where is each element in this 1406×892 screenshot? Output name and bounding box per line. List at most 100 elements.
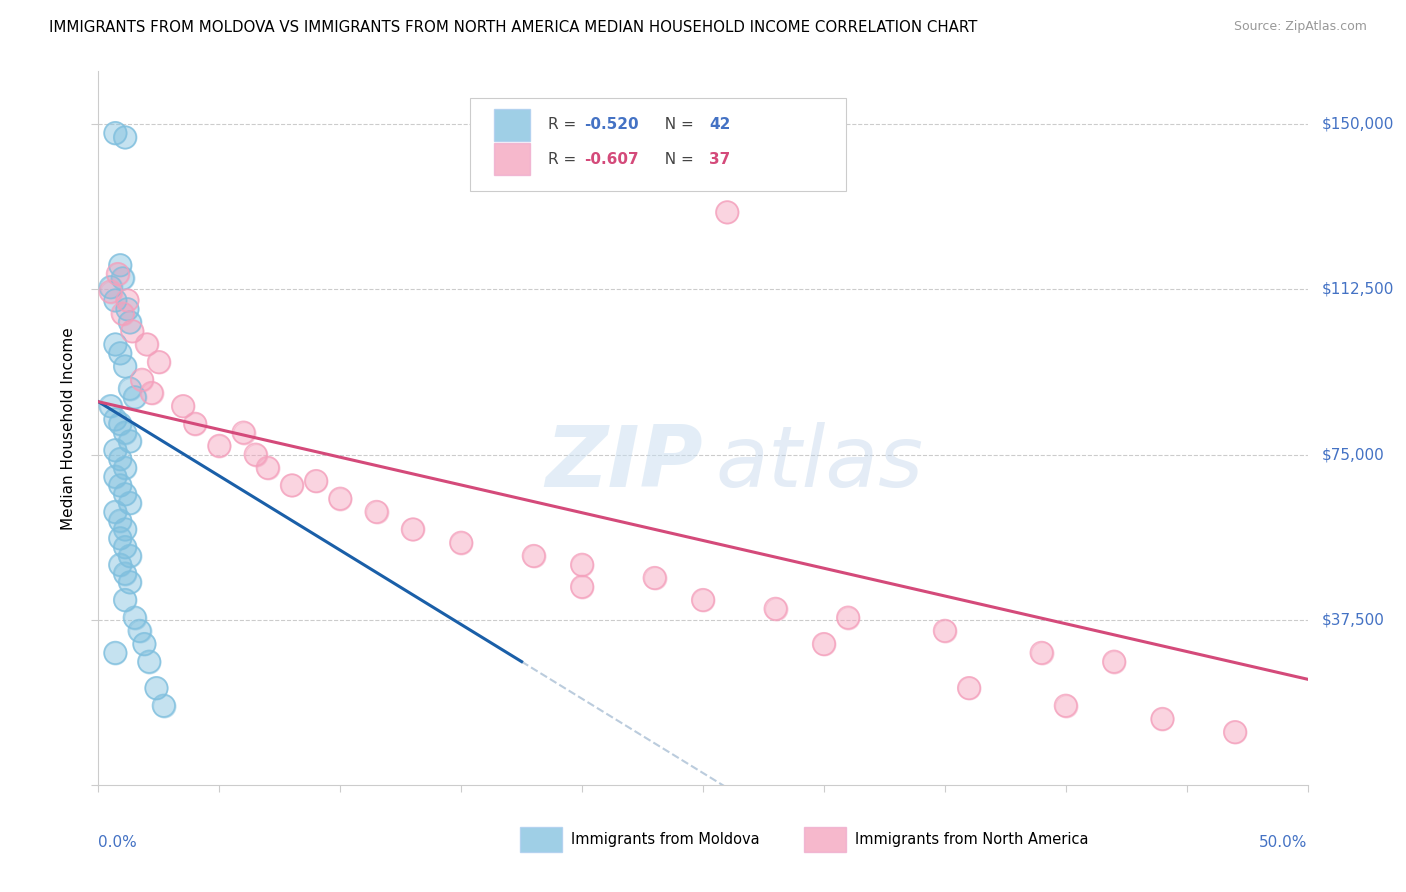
Y-axis label: Median Household Income: Median Household Income xyxy=(60,326,76,530)
Point xyxy=(104,443,127,458)
Point xyxy=(118,549,141,563)
FancyBboxPatch shape xyxy=(470,98,845,191)
Point xyxy=(135,337,157,351)
Point xyxy=(124,610,146,624)
Point xyxy=(128,624,150,638)
Point xyxy=(1152,712,1174,726)
Point xyxy=(114,523,136,537)
Text: -0.520: -0.520 xyxy=(585,118,640,132)
Point xyxy=(104,337,127,351)
Point xyxy=(232,425,254,440)
Point xyxy=(644,571,666,585)
Point xyxy=(104,443,127,458)
Point xyxy=(366,505,388,519)
Point xyxy=(118,382,141,396)
Point xyxy=(118,382,141,396)
Point xyxy=(104,469,127,483)
Point xyxy=(114,566,136,581)
Point xyxy=(172,399,194,413)
Point xyxy=(128,624,150,638)
Point xyxy=(114,359,136,374)
Point xyxy=(118,549,141,563)
Point xyxy=(813,637,835,651)
Point xyxy=(104,505,127,519)
Point xyxy=(118,575,141,590)
Point xyxy=(1054,698,1077,713)
Point xyxy=(716,205,738,219)
Point xyxy=(118,315,141,329)
Text: $75,000: $75,000 xyxy=(1322,447,1385,462)
Text: 42: 42 xyxy=(709,118,731,132)
Point xyxy=(184,417,207,431)
Point xyxy=(256,460,278,475)
Point xyxy=(148,355,170,369)
Point xyxy=(152,698,174,713)
Point xyxy=(692,593,714,607)
Point xyxy=(934,624,956,638)
Point xyxy=(245,448,267,462)
Point xyxy=(114,523,136,537)
Point xyxy=(104,505,127,519)
Text: 0.0%: 0.0% xyxy=(98,835,138,850)
Point xyxy=(305,474,328,488)
Point xyxy=(104,469,127,483)
Text: -0.607: -0.607 xyxy=(585,152,640,167)
Point xyxy=(256,460,278,475)
Point xyxy=(108,452,131,467)
Point xyxy=(114,487,136,501)
Point xyxy=(402,523,425,537)
Text: 37: 37 xyxy=(709,152,730,167)
Point xyxy=(108,258,131,272)
Text: N =: N = xyxy=(655,118,699,132)
Text: R =: R = xyxy=(548,118,581,132)
Point xyxy=(100,399,122,413)
Point xyxy=(208,439,231,453)
Point xyxy=(716,205,738,219)
Point xyxy=(121,324,143,338)
Point xyxy=(118,496,141,510)
Point xyxy=(145,681,167,695)
Point xyxy=(108,531,131,545)
Point xyxy=(281,478,304,492)
Point xyxy=(114,593,136,607)
Point xyxy=(114,460,136,475)
Point xyxy=(108,258,131,272)
Point xyxy=(232,425,254,440)
Text: ZIP: ZIP xyxy=(546,422,703,506)
Text: $150,000: $150,000 xyxy=(1322,117,1395,132)
Point xyxy=(111,307,134,321)
Point xyxy=(118,575,141,590)
Point xyxy=(523,549,546,563)
Point xyxy=(402,523,425,537)
Point xyxy=(135,337,157,351)
Point xyxy=(117,293,139,308)
Point xyxy=(957,681,980,695)
Point xyxy=(837,610,859,624)
Point xyxy=(108,514,131,528)
Point xyxy=(114,359,136,374)
Point xyxy=(366,505,388,519)
Point xyxy=(114,130,136,145)
Point xyxy=(117,293,139,308)
Point xyxy=(813,637,835,651)
Text: IMMIGRANTS FROM MOLDOVA VS IMMIGRANTS FROM NORTH AMERICA MEDIAN HOUSEHOLD INCOME: IMMIGRANTS FROM MOLDOVA VS IMMIGRANTS FR… xyxy=(49,20,977,35)
Point xyxy=(1031,646,1053,660)
Point xyxy=(114,540,136,554)
Point xyxy=(114,130,136,145)
Text: Source: ZipAtlas.com: Source: ZipAtlas.com xyxy=(1233,20,1367,33)
Point xyxy=(117,302,139,317)
Point xyxy=(107,267,129,281)
Point xyxy=(172,399,194,413)
Point xyxy=(117,302,139,317)
Point xyxy=(108,417,131,431)
Point xyxy=(111,307,134,321)
Text: atlas: atlas xyxy=(716,422,924,506)
Point xyxy=(1102,655,1125,669)
Point xyxy=(104,126,127,140)
Point xyxy=(644,571,666,585)
Point xyxy=(107,267,129,281)
Point xyxy=(111,271,134,285)
Point xyxy=(111,271,134,285)
Point xyxy=(765,601,787,615)
Point xyxy=(104,646,127,660)
